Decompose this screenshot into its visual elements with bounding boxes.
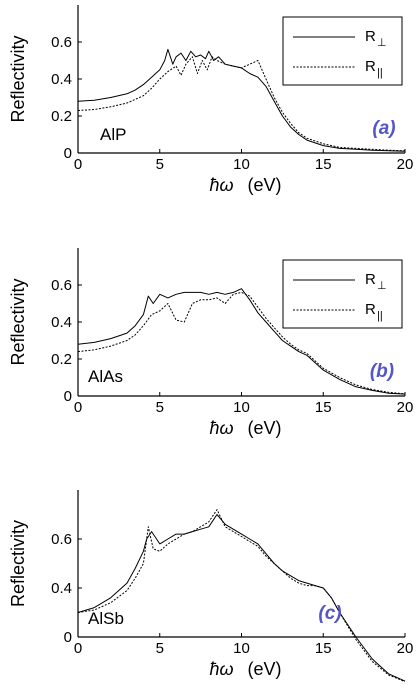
series-line-r-perp: [77, 48, 406, 152]
series-line-r-perp: [77, 514, 406, 682]
legend-symbol: R: [365, 301, 376, 318]
x-tick-label: 10: [233, 399, 250, 416]
x-tick-label: 20: [397, 399, 414, 416]
material-label: AlAs: [88, 367, 123, 386]
series-line-r-par: [77, 56, 406, 152]
legend-subscript: ||: [377, 310, 383, 322]
x-axis-symbol: ħω: [209, 659, 233, 679]
x-axis-label: ħω (eV): [209, 659, 281, 679]
legend-symbol: R: [365, 271, 376, 288]
legend-symbol: R: [365, 28, 376, 45]
y-tick-label: 0.2: [51, 108, 72, 125]
series-line-r-perp: [77, 288, 406, 395]
x-axis-symbol: ħω: [209, 418, 233, 438]
x-axis-unit: (eV): [248, 418, 282, 438]
material-label: AlP: [100, 125, 126, 144]
y-tick-label: 0: [64, 145, 72, 162]
panel-tag: (a): [372, 118, 395, 139]
y-tick-label: 0.2: [51, 351, 72, 368]
legend: R ⊥R ||: [282, 259, 403, 329]
x-tick-label: 0: [74, 156, 82, 173]
x-tick-label: 0: [74, 399, 82, 416]
legend-subscript: ||: [377, 67, 383, 79]
y-axis-label: Reflectivity: [8, 520, 28, 607]
y-tick-label: 0.4: [51, 314, 72, 331]
legend-box: [282, 16, 403, 86]
chart-panel-a: 0 5 10 15 20 0 0.2 0.4 0.6 Reflectivity ħω (eV) AlP (…: [8, 5, 413, 195]
panel-tag: (b): [370, 361, 394, 382]
legend-subscript: ⊥: [377, 37, 387, 49]
legend-symbol: R: [365, 58, 376, 75]
x-axis-symbol: ħω: [209, 175, 233, 195]
x-axis-label: ħω (eV): [209, 175, 281, 195]
x-tick-label: 15: [315, 156, 332, 173]
series-line-r-par: [77, 291, 406, 395]
y-tick-label: 0: [64, 388, 72, 405]
panel-tag: (c): [318, 603, 341, 624]
legend: R ⊥R ||: [282, 16, 403, 86]
chart-panel-c: 0 5 10 15 20 0 0.4 0.6 Reflectivity ħω (eV) AlSb (c): [8, 490, 414, 683]
x-tick-label: 5: [156, 640, 164, 657]
legend-box: [282, 259, 403, 329]
x-tick-label: 0: [74, 640, 82, 657]
y-axis-label: Reflectivity: [8, 278, 28, 365]
x-tick-label: 10: [233, 640, 250, 657]
x-tick-label: 5: [156, 399, 164, 416]
y-tick-label: 0.4: [51, 580, 72, 597]
y-tick-label: 0.6: [51, 531, 72, 548]
y-tick-label: 0.6: [51, 34, 72, 51]
material-label: AlSb: [88, 609, 124, 628]
series-line-r-par: [77, 509, 406, 683]
x-tick-label: 15: [315, 399, 332, 416]
y-tick-label: 0: [64, 629, 72, 646]
x-tick-label: 20: [397, 640, 414, 657]
x-axis-unit: (eV): [248, 175, 282, 195]
x-axis-label: ħω (eV): [209, 418, 281, 438]
y-tick-label: 0.4: [51, 71, 72, 88]
x-axis-unit: (eV): [248, 659, 282, 679]
x-tick-label: 15: [315, 640, 332, 657]
legend-subscript: ⊥: [377, 280, 387, 292]
y-axis-label: Reflectivity: [8, 35, 28, 122]
x-tick-label: 10: [233, 156, 250, 173]
y-tick-label: 0.6: [51, 277, 72, 294]
x-tick-label: 20: [397, 156, 414, 173]
x-tick-label: 5: [156, 156, 164, 173]
chart-panel-b: 0 5 10 15 20 0 0.2 0.4 0.6 Reflectivity ħω (eV) AlAs…: [8, 248, 413, 438]
